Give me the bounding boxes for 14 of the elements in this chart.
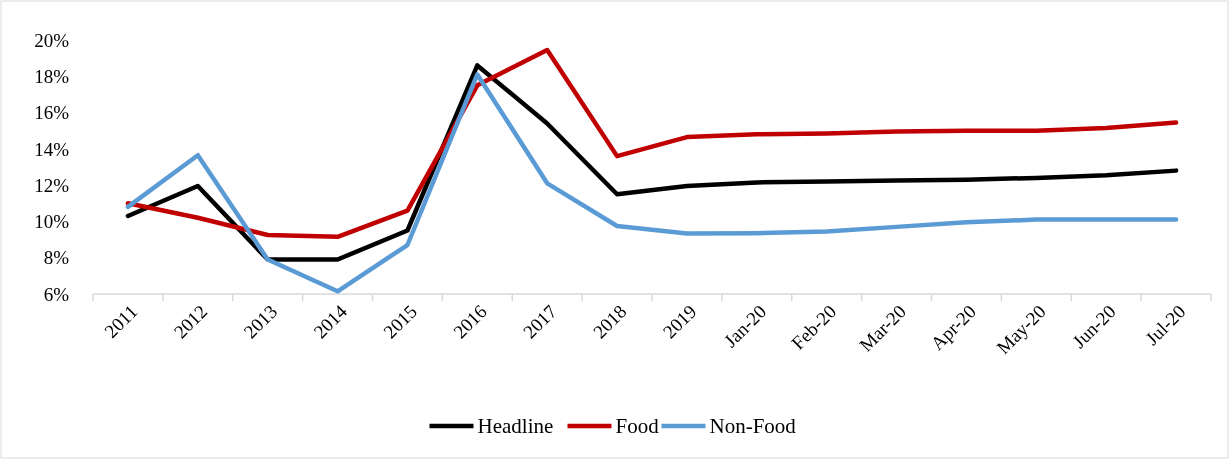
line-series — [125, 47, 1179, 240]
y-tick-label: 12% — [34, 174, 70, 196]
y-tick-label: 20% — [34, 29, 70, 51]
y-tick-label: 6% — [43, 283, 70, 305]
y-tick-label: 14% — [34, 138, 70, 160]
line-series — [125, 72, 1179, 294]
y-tick-label: 18% — [34, 65, 70, 87]
legend-label: Headline — [477, 414, 554, 439]
legend-label: Non-Food — [709, 414, 797, 439]
line-series — [125, 63, 1179, 262]
y-tick-label: 16% — [34, 102, 70, 124]
y-tick-label: 8% — [43, 247, 70, 269]
y-tick-label: 10% — [34, 211, 70, 233]
legend-label: Food — [615, 414, 660, 439]
